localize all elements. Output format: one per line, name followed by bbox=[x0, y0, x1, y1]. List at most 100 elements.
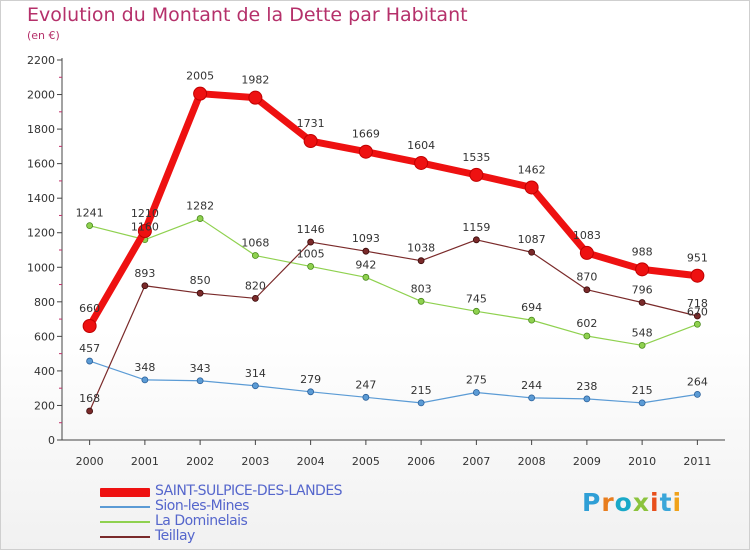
data-label: 1159 bbox=[462, 221, 490, 234]
data-label: 660 bbox=[79, 302, 100, 315]
data-label: 694 bbox=[521, 301, 542, 314]
legend-label-sion-les-mines: Sion-les-Mines bbox=[155, 498, 249, 514]
data-point bbox=[583, 286, 591, 294]
y-tick-label: 800 bbox=[34, 296, 55, 309]
x-tick-label: 2011 bbox=[683, 455, 711, 468]
data-label: 951 bbox=[687, 252, 708, 265]
logo-letter: i bbox=[672, 488, 683, 517]
data-label: 820 bbox=[245, 279, 266, 292]
data-point bbox=[86, 357, 94, 365]
y-tick-label: 400 bbox=[34, 365, 55, 378]
y-tick-label: 0 bbox=[48, 434, 55, 447]
data-point bbox=[358, 144, 373, 159]
series-line bbox=[89, 360, 698, 404]
data-point bbox=[307, 263, 315, 270]
data-label: 1241 bbox=[76, 207, 104, 220]
x-tick-label: 2000 bbox=[76, 455, 104, 468]
data-point bbox=[528, 394, 536, 402]
data-point bbox=[307, 238, 315, 246]
y-tick-label: 600 bbox=[34, 330, 55, 343]
series-line bbox=[86, 90, 701, 330]
data-point bbox=[86, 407, 94, 415]
data-point bbox=[693, 312, 701, 320]
data-point bbox=[583, 332, 591, 340]
data-point bbox=[251, 252, 259, 259]
x-tick-label: 2009 bbox=[573, 455, 601, 468]
data-point bbox=[417, 257, 425, 265]
data-point bbox=[82, 319, 97, 333]
y-tick-label: 1600 bbox=[27, 158, 55, 171]
logo-letter: o bbox=[614, 488, 633, 517]
data-point bbox=[248, 90, 263, 105]
data-point bbox=[638, 399, 646, 407]
data-point bbox=[362, 393, 370, 401]
data-label: 1210 bbox=[131, 207, 159, 220]
x-tick-label: 2001 bbox=[131, 455, 159, 468]
data-label: 1982 bbox=[241, 74, 269, 87]
data-label: 745 bbox=[466, 292, 487, 305]
data-point bbox=[137, 224, 152, 238]
data-point bbox=[472, 307, 480, 315]
data-label: 1731 bbox=[297, 117, 325, 130]
data-point bbox=[86, 222, 94, 230]
chart-subtitle: (en €) bbox=[27, 29, 60, 42]
data-label: 796 bbox=[632, 284, 653, 297]
data-label: 1068 bbox=[241, 237, 269, 250]
data-point bbox=[524, 180, 539, 195]
data-label: 343 bbox=[190, 362, 211, 375]
data-label: 850 bbox=[190, 274, 211, 287]
data-label: 718 bbox=[687, 297, 708, 310]
data-point bbox=[141, 282, 149, 290]
data-label: 1462 bbox=[518, 163, 546, 176]
data-point bbox=[469, 167, 484, 182]
proxiti-logo: Proxiti bbox=[582, 488, 682, 517]
data-label: 1535 bbox=[462, 151, 490, 164]
legend-swatch-saint-sulpice bbox=[100, 487, 150, 497]
x-tick-label: 2002 bbox=[186, 455, 214, 468]
legend-label-saint-sulpice: SAINT-SULPICE-DES-LANDES bbox=[155, 483, 343, 499]
x-tick-label: 2007 bbox=[462, 455, 490, 468]
data-point bbox=[193, 86, 208, 101]
data-label: 988 bbox=[632, 245, 653, 258]
data-point bbox=[579, 245, 594, 260]
data-point bbox=[472, 236, 480, 244]
data-label: 238 bbox=[576, 380, 597, 393]
data-label: 2005 bbox=[186, 70, 214, 83]
data-point bbox=[307, 388, 315, 396]
data-label: 1146 bbox=[297, 223, 325, 236]
data-label: 670 bbox=[687, 305, 708, 318]
data-point bbox=[528, 316, 536, 324]
data-point bbox=[251, 294, 259, 302]
data-label: 1087 bbox=[518, 233, 546, 246]
x-tick-label: 2005 bbox=[352, 455, 380, 468]
data-label: 1160 bbox=[131, 221, 159, 234]
logo-letter: P bbox=[582, 488, 602, 517]
data-label: 314 bbox=[245, 367, 266, 380]
y-tick-label: 200 bbox=[34, 399, 55, 412]
data-label: 215 bbox=[411, 384, 432, 397]
y-tick-label: 1200 bbox=[27, 227, 55, 240]
data-label: 1038 bbox=[407, 242, 435, 255]
data-label: 247 bbox=[355, 378, 376, 391]
series-line bbox=[89, 217, 698, 346]
data-point bbox=[690, 268, 705, 283]
y-tick-label: 1800 bbox=[27, 123, 55, 136]
x-tick-label: 2004 bbox=[297, 455, 325, 468]
logo-letter: t bbox=[659, 488, 673, 517]
data-point bbox=[693, 390, 701, 398]
data-point bbox=[141, 376, 149, 384]
data-label: 548 bbox=[632, 326, 653, 339]
data-label: 457 bbox=[79, 342, 100, 355]
logo-letter: i bbox=[650, 488, 660, 517]
legend-label-la-dominelais: La Dominelais bbox=[155, 513, 248, 529]
data-label: 1604 bbox=[407, 139, 435, 152]
data-label: 602 bbox=[576, 317, 597, 330]
data-label: 1669 bbox=[352, 128, 380, 141]
x-tick-label: 2010 bbox=[628, 455, 656, 468]
data-point bbox=[638, 299, 646, 306]
data-label: 244 bbox=[521, 379, 542, 392]
data-point bbox=[693, 320, 701, 328]
data-point bbox=[196, 215, 204, 222]
data-label: 168 bbox=[79, 392, 100, 405]
